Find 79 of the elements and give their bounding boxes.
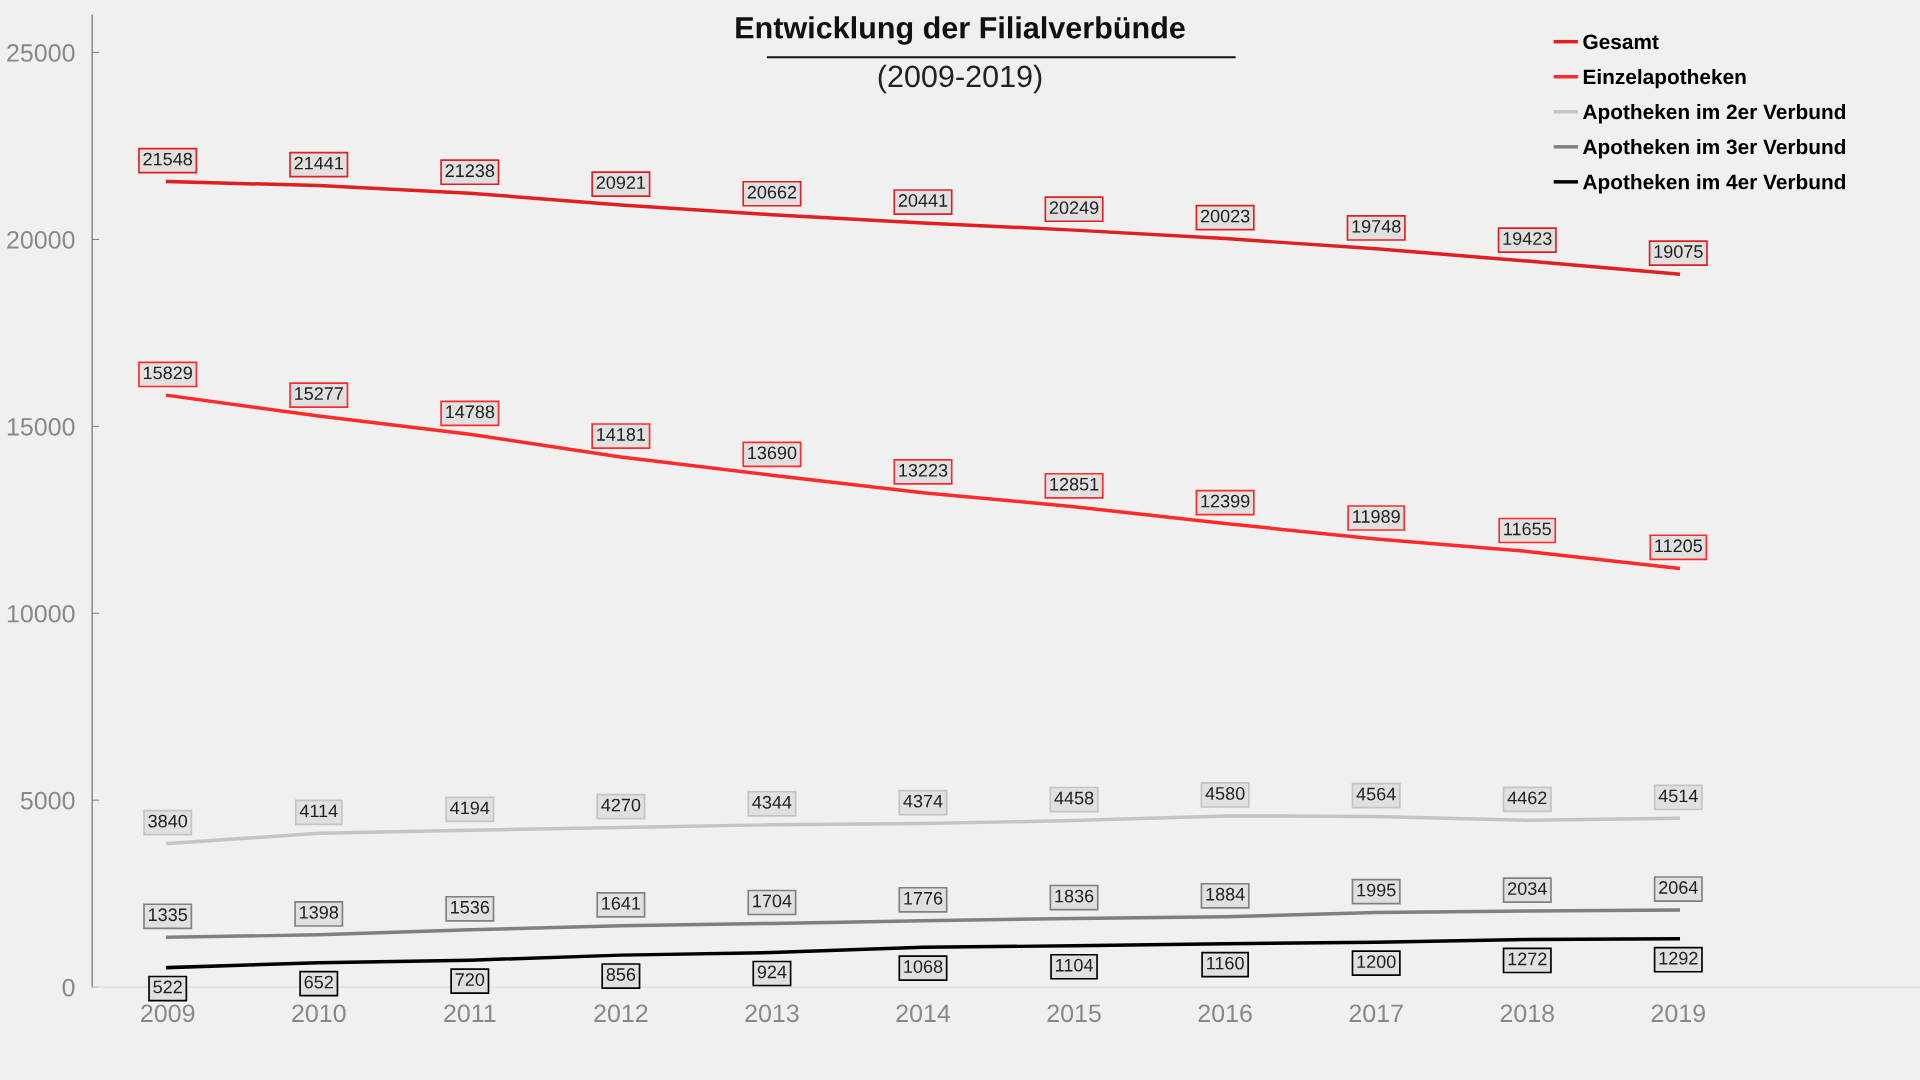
x-tick-label: 2013 [745, 1004, 799, 1023]
data-label: 11989 [1353, 510, 1400, 523]
data-label: 21548 [143, 152, 193, 166]
data-label: 11205 [1655, 539, 1702, 553]
data-label: 1884 [1206, 887, 1245, 901]
data-label: 20662 [747, 185, 797, 199]
legend-label: Apotheken im 4er Verbund [1583, 174, 1846, 194]
data-label: 2034 [1508, 882, 1547, 896]
data-label: 19423 [1503, 232, 1552, 245]
data-label: 19075 [1654, 245, 1703, 258]
y-tick-label: 10000 [7, 604, 75, 623]
data-label: 21238 [445, 164, 495, 178]
x-tick-label: 2014 [896, 1004, 951, 1023]
y-tick-label: 15000 [7, 417, 75, 436]
data-label: 720 [455, 973, 485, 986]
data-label: 1272 [1508, 952, 1547, 966]
data-label: 1704 [753, 894, 792, 908]
data-label: 4514 [1658, 789, 1698, 803]
y-tick-label: 25000 [7, 44, 75, 62]
data-label: 20441 [898, 194, 948, 207]
data-label: 1776 [904, 891, 943, 905]
data-label: 1104 [1056, 958, 1093, 972]
data-label: 1995 [1357, 883, 1396, 897]
data-label: 1398 [300, 906, 339, 919]
text: (2009-2019) [878, 64, 1042, 94]
x-tick-label: 2018 [1500, 1004, 1554, 1023]
data-label: 4458 [1054, 791, 1094, 805]
data-label: 15277 [295, 387, 343, 400]
legend-label: Apotheken im 3er Verbund [1583, 139, 1846, 159]
data-label: 4270 [601, 798, 641, 812]
data-label: 14181 [597, 428, 646, 441]
data-label: 1641 [602, 896, 641, 910]
data-label: 20023 [1200, 209, 1250, 223]
x-tick-label: 2012 [594, 1004, 648, 1023]
y-tick-label: 5000 [20, 791, 75, 810]
x-tick-label: 2016 [1198, 1004, 1252, 1023]
data-label: 4114 [299, 804, 338, 818]
data-label: 1335 [148, 908, 188, 922]
data-label: 4564 [1356, 787, 1396, 801]
data-label: 4580 [1205, 787, 1245, 800]
data-label: 652 [304, 975, 333, 989]
data-label: 15829 [143, 366, 192, 380]
data-label: 924 [757, 965, 787, 979]
x-tick-label: 2011 [444, 1004, 496, 1023]
legend-label: Gesamt [1583, 34, 1659, 50]
x-tick-label: 2009 [141, 1004, 195, 1023]
data-label: 1200 [1357, 955, 1396, 969]
data-label: 1536 [451, 900, 490, 914]
data-label: 4462 [1507, 791, 1547, 805]
data-label: 3840 [148, 814, 188, 828]
y-tick-label: 20000 [7, 231, 75, 249]
x-tick-label: 2019 [1651, 1004, 1705, 1023]
data-label: 20921 [596, 176, 646, 189]
data-label: 522 [153, 980, 182, 994]
data-label: 4374 [903, 794, 943, 808]
data-label: 1160 [1207, 956, 1244, 970]
x-tick-label: 2015 [1047, 1004, 1101, 1023]
y-tick-label: 0 [62, 978, 75, 997]
data-label: 4194 [450, 801, 490, 815]
x-tick-label: 2010 [292, 1004, 346, 1023]
data-label: 1068 [904, 960, 943, 973]
legend-label: Apotheken im 2er Verbund [1583, 103, 1846, 124]
data-label: 1292 [1659, 951, 1698, 965]
data-label: 19748 [1352, 219, 1401, 233]
data-label: 856 [606, 968, 636, 981]
data-label: 13223 [899, 463, 948, 477]
data-label: 21441 [294, 156, 343, 170]
x-tick-label: 2017 [1349, 1004, 1403, 1023]
data-label: 1836 [1055, 889, 1094, 903]
legend-label: Einzelapotheken [1583, 68, 1746, 89]
data-label: 12851 [1050, 477, 1099, 491]
data-label: 12399 [1201, 494, 1250, 508]
data-label: 2064 [1659, 881, 1698, 894]
data-label: 13690 [748, 446, 797, 460]
chart-title: Entwicklung der Filialverbünde [736, 16, 1185, 45]
data-label: 4344 [752, 795, 792, 809]
data-label: 11655 [1504, 522, 1551, 536]
data-label: 14788 [446, 405, 495, 419]
data-label: 20249 [1049, 201, 1099, 215]
